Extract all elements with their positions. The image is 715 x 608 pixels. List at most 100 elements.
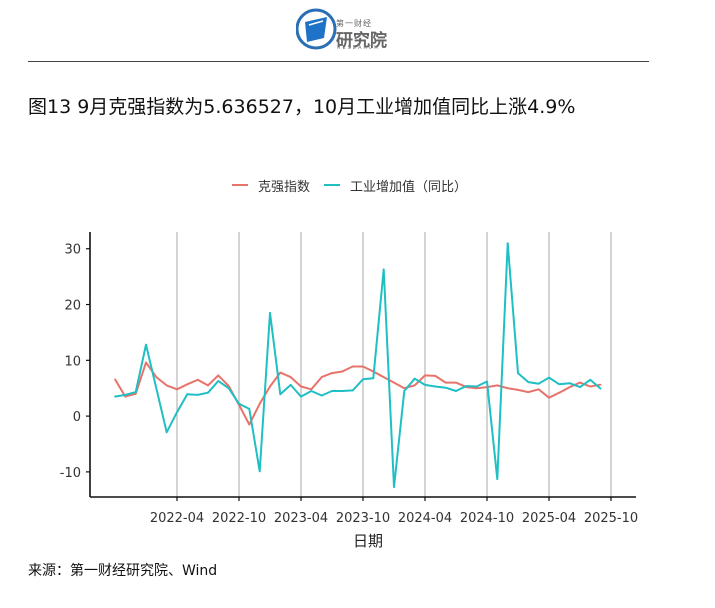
data-point-0 [227,385,230,387]
data-point-0 [186,383,189,386]
logo-mark-icon [296,8,337,50]
logo: 第一财经 研究院 RESEARCH [296,8,396,52]
data-point-0 [196,379,199,381]
data-point-0 [362,365,364,368]
y-tick-label: 20 [64,299,81,314]
legend-swatch-industrial [324,184,341,186]
data-point-1 [599,387,602,390]
x-tick-label: 2023-10 [336,511,390,526]
data-point-1 [434,385,437,388]
data-point-1 [382,268,385,271]
data-point-0 [114,378,116,381]
series-line-0 [114,361,601,426]
data-point-1 [589,379,592,381]
data-point-0 [176,388,178,391]
data-point-1 [134,391,137,393]
data-point-0 [331,372,333,374]
data-point-0 [165,384,168,387]
data-point-0 [548,396,550,399]
data-point-1 [176,411,178,414]
y-tick-label: 30 [64,243,81,258]
data-point-0 [496,384,499,387]
data-point-1 [558,383,561,386]
data-point-0 [393,381,395,384]
data-point-0 [155,376,158,378]
data-point-1 [114,395,116,398]
y-tick-label: 10 [64,354,81,369]
data-point-0 [413,384,416,387]
legend-item-keqiang: 克强指数 [232,176,310,195]
data-point-1 [475,385,478,388]
data-point-0 [217,374,220,377]
data-point-0 [124,395,127,398]
data-point-0 [134,392,137,395]
data-point-1 [341,390,344,392]
x-tick-label: 2024-04 [398,511,452,526]
data-point-1 [424,384,426,386]
data-point-1 [413,377,416,380]
data-point-1 [145,343,147,346]
data-point-1 [372,377,375,379]
data-point-0 [424,374,426,377]
figure-title: 图13 9月克强指数为5.636527，10月工业增加值同比上涨4.9% [28,96,576,118]
data-point-0 [444,381,447,384]
data-point-1 [537,382,540,385]
data-point-1 [486,380,488,383]
data-point-0 [279,371,282,374]
x-tick-label: 2024-10 [460,511,514,526]
data-point-1 [186,393,189,396]
data-point-0 [455,381,457,384]
data-point-1 [403,390,406,392]
data-point-0 [589,385,592,388]
data-point-0 [269,385,271,388]
data-point-0 [403,387,406,390]
data-point-1 [310,390,313,392]
data-point-0 [351,365,354,368]
data-point-1 [496,478,499,480]
data-point-0 [382,376,385,378]
data-point-1 [331,390,333,392]
data-point-1 [300,395,302,398]
data-point-0 [300,385,302,388]
data-point-1 [506,242,509,244]
y-tick-label: -10 [60,466,81,481]
data-point-1 [455,390,457,392]
logo-text-small: 第一财经 [336,19,372,28]
data-point-1 [527,381,530,383]
logo-text-main: 研究院 [336,31,387,51]
header-divider [28,61,649,62]
data-point-1 [568,382,571,384]
data-point-1 [269,312,271,314]
data-point-0 [475,387,478,390]
x-tick-label: 2025-04 [522,511,576,526]
data-point-0 [341,370,344,373]
data-point-1 [548,376,550,379]
series-line-1 [114,242,602,488]
data-point-0 [506,387,509,390]
data-point-1 [351,389,354,392]
data-point-1 [393,486,395,488]
legend-label-industrial: 工业增加值（同比） [350,179,468,195]
data-point-1 [579,386,581,388]
data-point-1 [217,380,220,382]
data-point-0 [207,384,209,387]
data-point-0 [320,376,323,378]
data-point-1 [279,393,282,396]
source-note: 来源：第一财经研究院、Wind [28,563,218,579]
x-tick-label: 2023-04 [274,511,328,526]
data-point-1 [517,372,519,374]
logo-text-english: RESEARCH [337,45,380,51]
data-point-0 [537,388,540,391]
data-point-1 [238,403,240,405]
data-point-1 [165,431,168,434]
x-tick-label: 2025-10 [584,511,638,526]
data-point-0 [527,391,530,393]
data-point-0 [568,386,571,388]
data-point-1 [465,385,468,387]
data-point-1 [207,391,209,394]
chart-legend: 克强指数 工业增加值（同比） [232,175,481,195]
data-point-0 [248,423,251,426]
data-point-1 [320,394,323,397]
data-point-1 [124,394,127,396]
